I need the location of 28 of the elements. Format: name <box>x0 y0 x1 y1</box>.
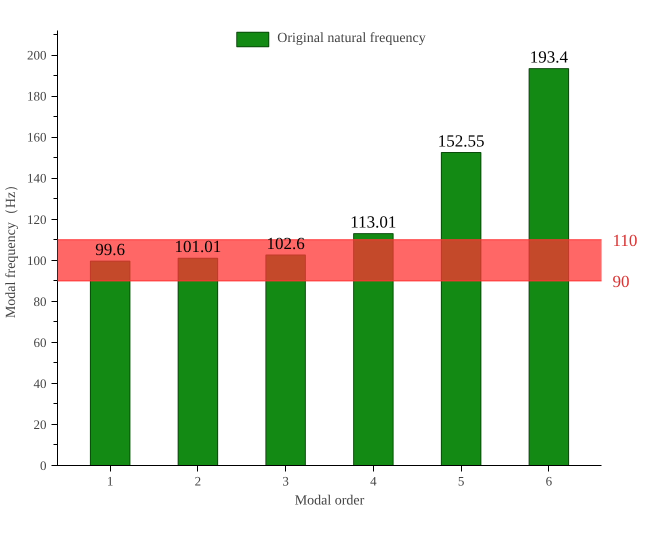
data-label: 102.6 <box>266 234 305 253</box>
data-label: 113.01 <box>350 212 396 232</box>
x-tick-label: 6 <box>546 474 553 488</box>
ref-line-label: 110 <box>612 230 638 250</box>
y-tick-label: 120 <box>27 212 46 227</box>
x-tick-label: 1 <box>106 474 114 488</box>
x-tick-label: 5 <box>458 474 464 488</box>
x-tick-label: 4 <box>370 474 378 488</box>
x-tick-label: 2 <box>194 474 202 488</box>
y-tick-label: 180 <box>27 88 46 104</box>
data-label: 101.01 <box>174 237 222 256</box>
y-tick-label: 140 <box>27 170 46 186</box>
x-tick-label: 3 <box>282 474 289 488</box>
y-tick-label: 60 <box>34 334 46 350</box>
data-label: 99.6 <box>95 240 126 260</box>
y-tick-label: 80 <box>34 294 46 309</box>
y-tick-label: 200 <box>27 48 46 63</box>
ref-line-label: 90 <box>612 272 630 291</box>
data-label: 193.4 <box>530 48 568 67</box>
y-tick-label: 160 <box>27 130 46 145</box>
y-tick-label: 100 <box>27 252 46 268</box>
x-axis-title: Modal order <box>294 494 365 508</box>
data-label: 152.55 <box>438 131 484 150</box>
y-tick-label: 0 <box>40 458 46 473</box>
y-tick-label: 40 <box>34 376 46 391</box>
y-tick-label: 20 <box>34 416 46 432</box>
y-axis-title: Modal frequency（Hz） <box>4 178 19 318</box>
legend-label: Original natural frequency <box>277 31 426 47</box>
